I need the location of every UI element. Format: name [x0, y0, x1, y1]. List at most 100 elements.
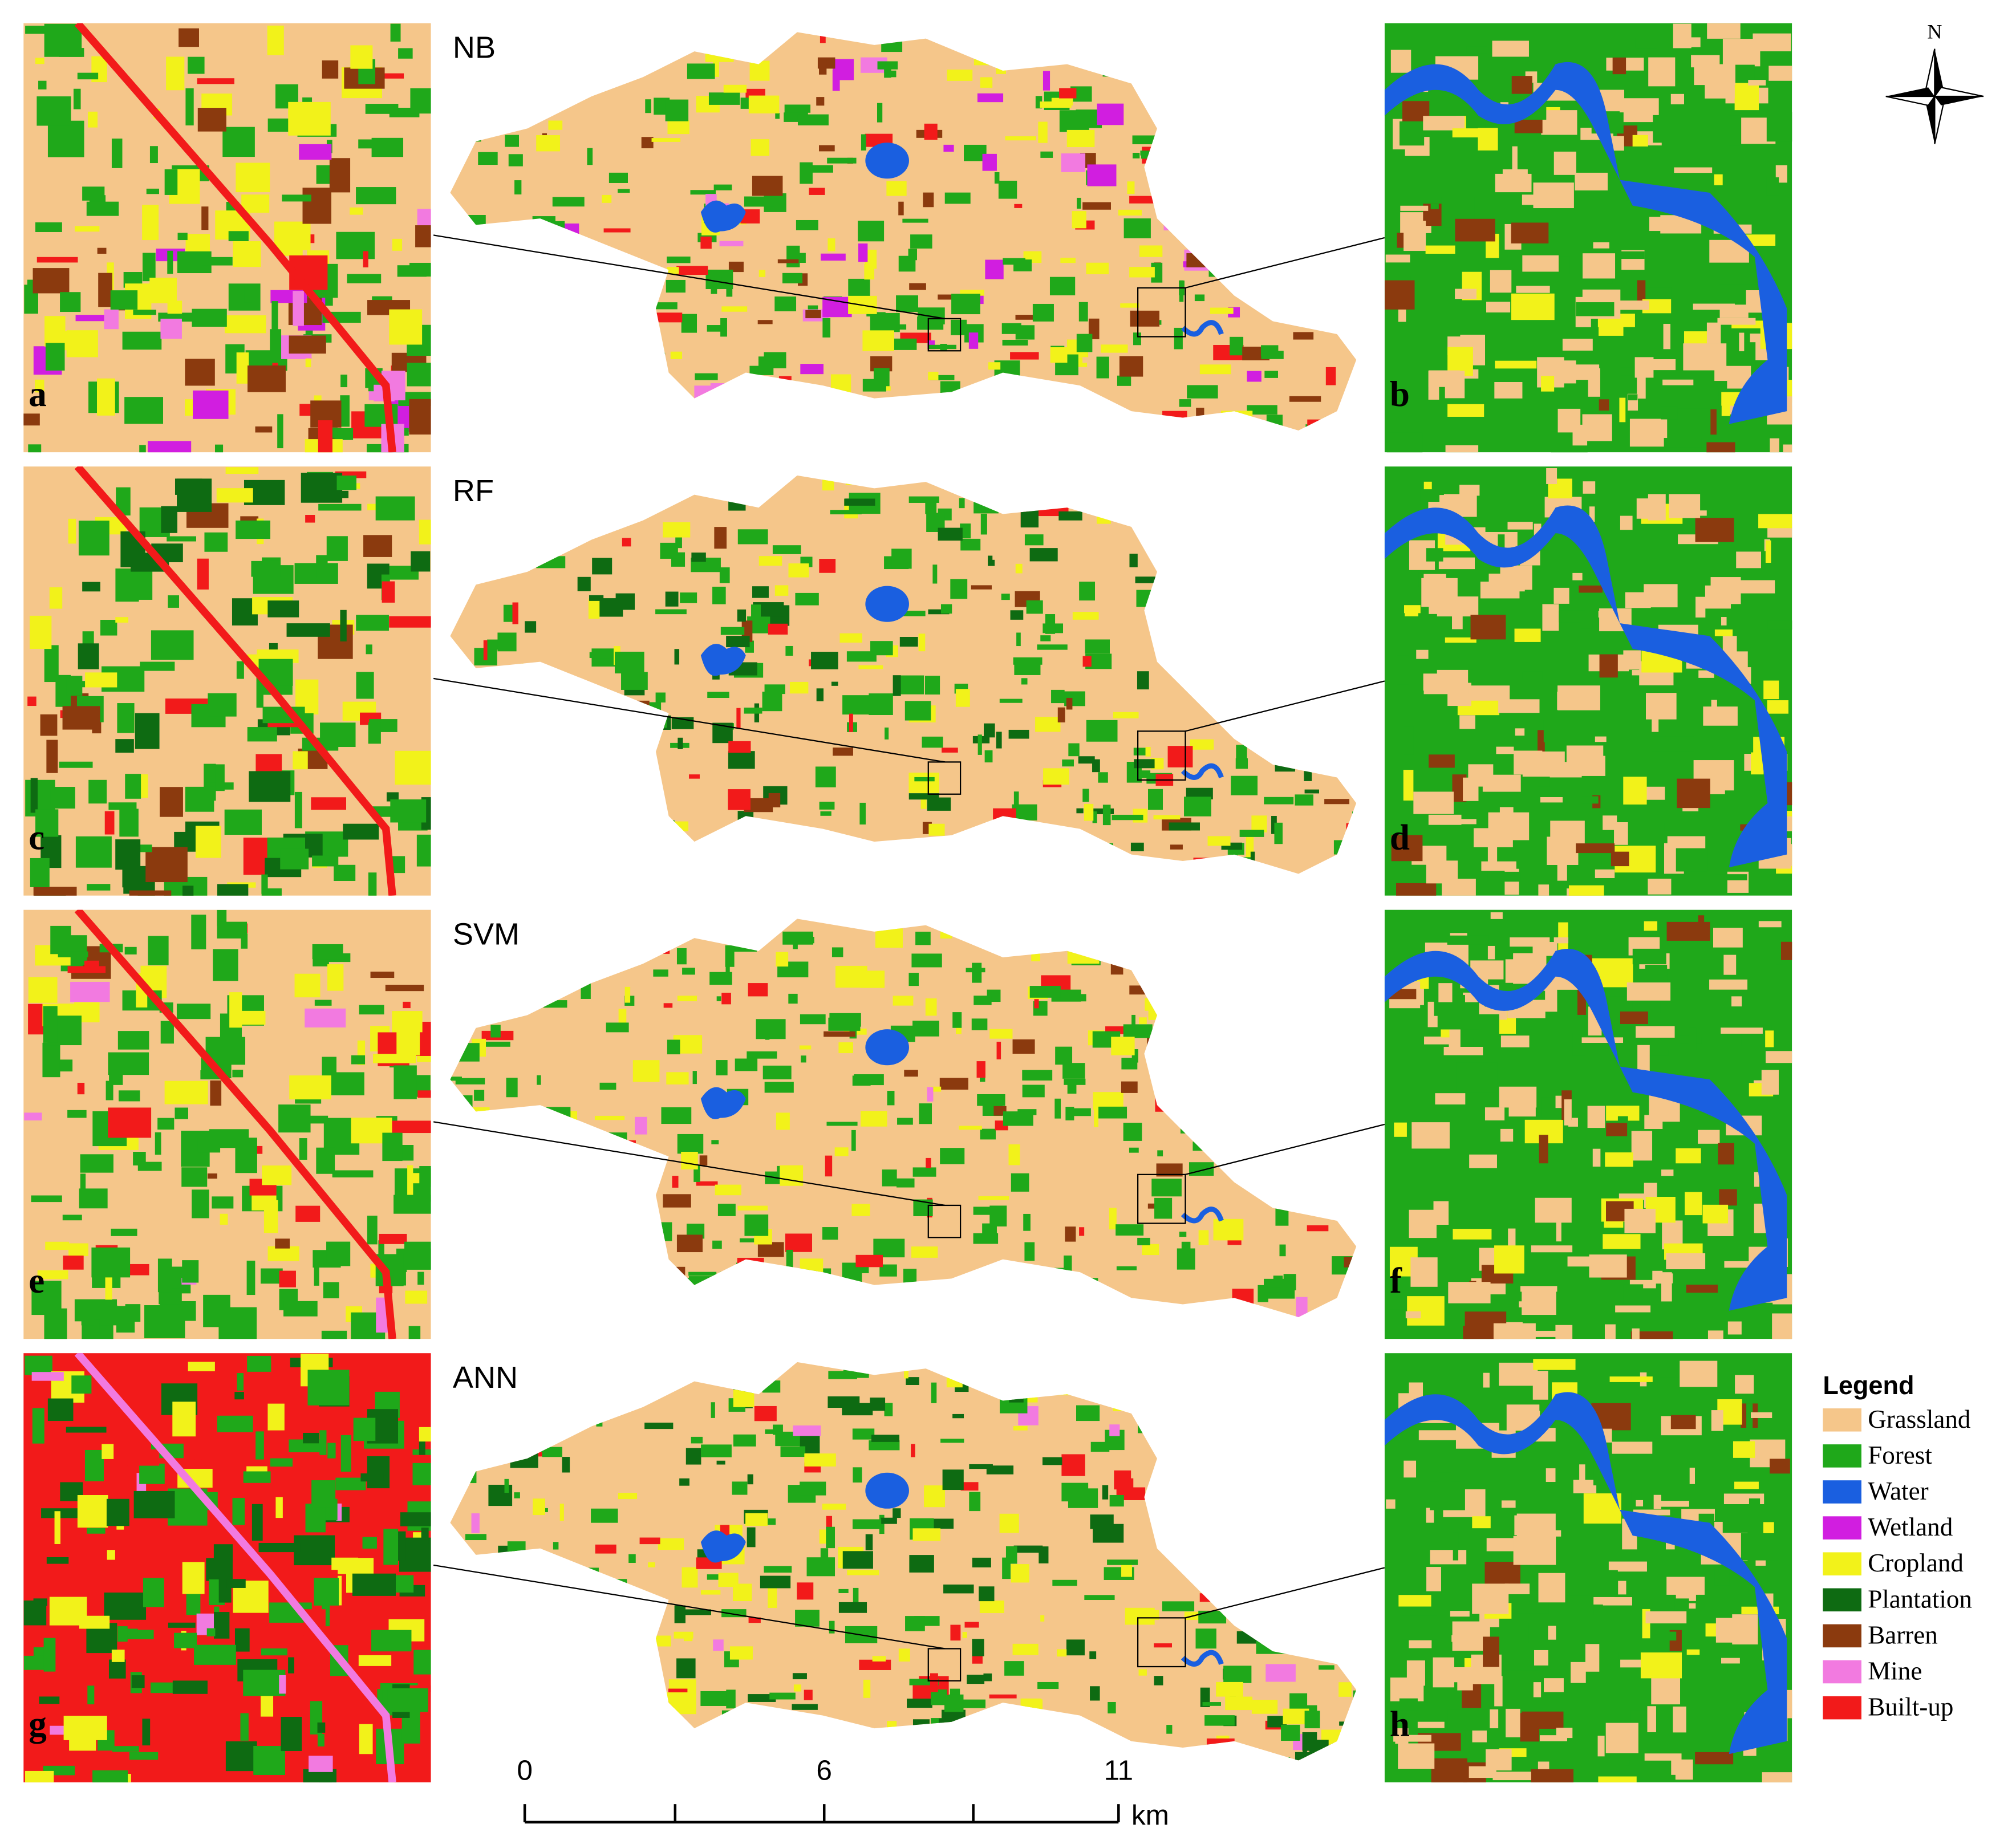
- land-patch: [915, 931, 931, 945]
- land-patch: [736, 708, 741, 729]
- land-patch: [419, 519, 431, 545]
- land-patch: [1614, 822, 1628, 845]
- land-patch: [1453, 1532, 1459, 1561]
- land-patch: [988, 362, 1001, 370]
- land-patch: [559, 1504, 564, 1521]
- land-patch: [1673, 23, 1692, 48]
- land-patch: [574, 54, 585, 68]
- land-patch: [1571, 756, 1605, 776]
- land-patch: [973, 1233, 999, 1244]
- land-patch: [314, 1578, 339, 1606]
- land-patch: [161, 506, 177, 533]
- lake: [700, 1530, 746, 1563]
- land-patch: [326, 536, 348, 561]
- land-patch: [450, 862, 465, 874]
- land-patch: [1735, 1375, 1754, 1394]
- land-patch: [904, 866, 915, 874]
- land-patch: [505, 135, 520, 147]
- land-patch: [1515, 728, 1525, 736]
- land-patch: [944, 192, 971, 204]
- land-patch: [994, 1751, 1011, 1761]
- land-patch: [712, 586, 726, 604]
- land-patch: [939, 471, 951, 475]
- land-patch: [370, 972, 395, 978]
- land-patch: [36, 96, 71, 126]
- north-arrow: N: [1885, 21, 1984, 144]
- land-patch: [977, 93, 1004, 103]
- land-patch: [689, 774, 700, 779]
- river: [1181, 1650, 1224, 1667]
- land-patch: [811, 652, 838, 669]
- land-patch: [1060, 257, 1076, 263]
- land-patch: [614, 1241, 637, 1254]
- legend-swatch: [1823, 1696, 1861, 1720]
- land-patch: [327, 964, 344, 991]
- land-patch: [559, 1239, 564, 1259]
- land-patch: [1736, 551, 1761, 568]
- land-patch: [27, 696, 36, 706]
- land-patch: [1090, 1686, 1100, 1701]
- land-patch: [115, 839, 141, 870]
- land-patch: [1327, 162, 1344, 173]
- land-patch: [203, 1294, 230, 1327]
- land-patch: [594, 1115, 625, 1120]
- land-patch: [1062, 759, 1074, 767]
- land-patch: [647, 302, 678, 310]
- land-patch: [855, 1254, 883, 1268]
- land-patch: [996, 732, 1002, 749]
- land-patch: [594, 831, 607, 850]
- land-patch: [1302, 285, 1312, 295]
- land-patch: [705, 46, 734, 62]
- land-patch: [955, 689, 970, 707]
- land-patch: [1068, 1488, 1098, 1508]
- land-patch: [461, 1107, 490, 1119]
- land-patch: [1522, 255, 1559, 272]
- land-patch: [931, 1689, 947, 1705]
- land-patch: [713, 1639, 724, 1651]
- land-patch: [504, 1479, 509, 1493]
- land-patch: [1450, 1611, 1470, 1617]
- land-patch: [1329, 62, 1334, 74]
- land-patch: [1296, 1561, 1304, 1575]
- land-patch: [609, 172, 628, 183]
- land-patch: [757, 1242, 784, 1257]
- land-patch: [246, 1260, 255, 1295]
- land-patch: [677, 996, 697, 1001]
- land-patch: [577, 1274, 599, 1280]
- land-patch: [1154, 1197, 1173, 1219]
- land-patch: [1238, 1567, 1264, 1575]
- land-patch: [1199, 33, 1230, 46]
- land-patch: [635, 1116, 647, 1135]
- land-patch: [886, 181, 907, 196]
- land-patch: [1572, 429, 1588, 446]
- land-patch: [1111, 1037, 1135, 1055]
- land-patch: [1553, 587, 1569, 604]
- land-patch: [752, 176, 783, 196]
- land-patch: [1261, 345, 1279, 356]
- land-patch: [538, 766, 555, 775]
- land-patch: [1174, 992, 1206, 1008]
- land-patch: [847, 1570, 879, 1575]
- land-patch: [253, 1746, 285, 1775]
- land-patch: [360, 1473, 384, 1482]
- land-patch: [460, 1258, 485, 1270]
- land-patch: [797, 1582, 814, 1600]
- land-patch: [584, 1272, 606, 1286]
- land-patch: [682, 968, 695, 975]
- land-patch: [911, 953, 942, 968]
- land-patch: [1254, 105, 1284, 112]
- land-patch: [1084, 803, 1094, 821]
- land-patch: [801, 1055, 806, 1063]
- land-patch: [1157, 1150, 1163, 1157]
- land-patch: [1741, 1533, 1778, 1561]
- land-patch: [1698, 915, 1705, 923]
- land-patch: [1163, 223, 1179, 231]
- land-patch: [585, 956, 615, 961]
- land-patch: [713, 184, 732, 190]
- land-patch: [474, 277, 486, 295]
- land-patch: [1021, 678, 1028, 685]
- land-patch: [1202, 1702, 1221, 1706]
- land-patch: [1404, 1460, 1417, 1478]
- land-patch: [288, 101, 331, 136]
- land-patch: [1511, 293, 1555, 320]
